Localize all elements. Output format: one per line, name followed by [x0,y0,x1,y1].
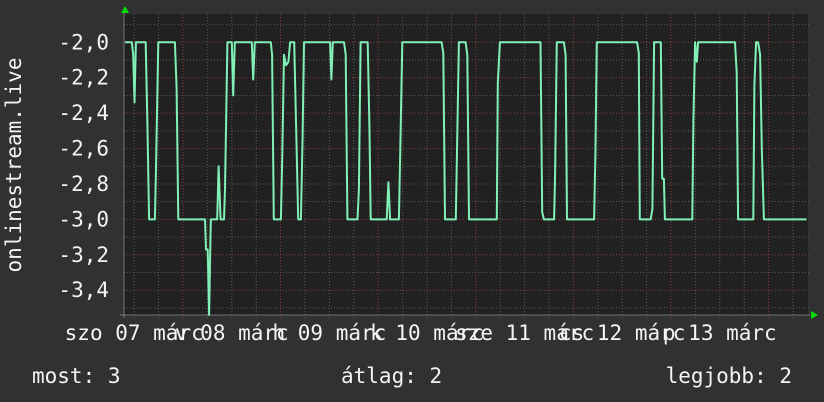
x-tick-label: sze 11 márc [455,321,594,345]
y-tick-label: -2,8 [58,172,109,196]
legend-current: most: 3 [32,364,121,388]
y-tick-label: -3,0 [58,207,109,231]
legend-best: legjobb: 2 [666,364,792,388]
x-tick-label: szo 07 márc [65,321,204,345]
x-tick-label: k 10 márc [370,321,484,345]
x-tick-label: p 13 márc [663,321,777,345]
y-tick-label: -2,0 [58,30,109,54]
y-axis-label: onlinestream.live [2,58,26,273]
y-tick-label: -3,4 [58,278,109,302]
x-tick-label: v 08 márc [175,321,289,345]
legend-average: átlag: 2 [341,364,442,388]
x-tick-label: h 09 márc [273,321,387,345]
x-tick-label: cs 12 márc [559,321,685,345]
series-layer [125,41,807,316]
y-tick-label: -2,4 [58,101,109,125]
y-tick-label: -2,2 [58,66,109,90]
y-axis-tick-labels: -2,0 -2,2 -2,4 -2,6 -2,8 -3,0 -3,2 -3,4 [58,30,109,302]
y-axis-arrow-icon [121,6,129,13]
minor-grid [124,14,810,318]
y-tick-label: -2,6 [58,137,109,161]
y-tick-label: -3,2 [58,243,109,267]
series-line [125,41,807,316]
x-axis-arrow-icon [811,311,818,319]
